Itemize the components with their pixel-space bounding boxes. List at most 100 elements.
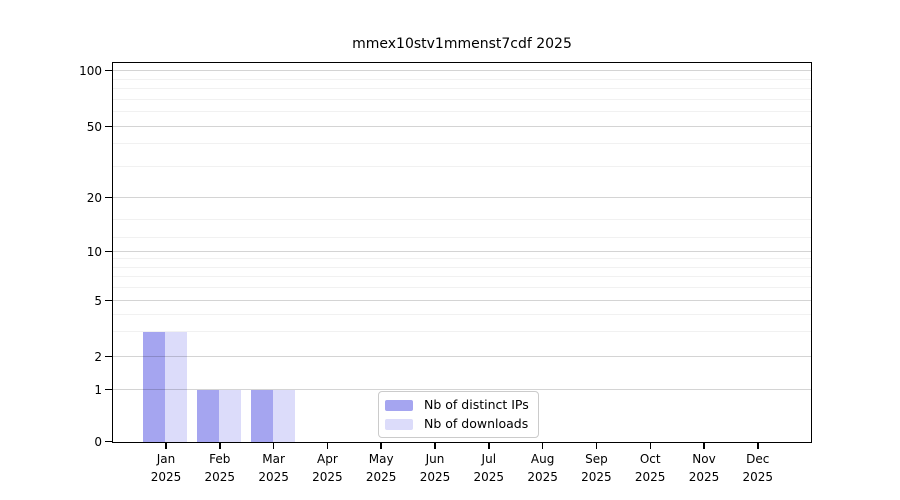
bar-downloads xyxy=(218,390,241,442)
x-tick-label: Apr 2025 xyxy=(295,451,359,486)
y-tick-mark xyxy=(105,125,112,128)
x-tick-year: 2025 xyxy=(742,469,774,484)
y-tick-mark xyxy=(105,69,112,72)
minor-gridline xyxy=(113,313,811,315)
major-gridline xyxy=(113,251,811,252)
minor-gridline xyxy=(113,236,811,238)
minor-gridline xyxy=(113,98,811,100)
x-tick-label: Sep 2025 xyxy=(564,451,628,486)
bar-downloads xyxy=(165,332,187,442)
x-tick-month: Aug xyxy=(530,452,555,466)
x-tick-label: Mar 2025 xyxy=(242,451,306,486)
x-tick-year: 2025 xyxy=(634,469,666,484)
y-tick-label: 1 xyxy=(94,382,102,397)
legend-item: Nb of distinct IPs xyxy=(385,398,529,412)
y-tick-mark xyxy=(105,440,112,443)
y-tick-mark xyxy=(105,388,112,391)
minor-gridline xyxy=(113,78,811,80)
x-tick-month: May xyxy=(368,452,394,466)
minor-gridline xyxy=(113,276,811,278)
x-tick-month: Oct xyxy=(639,452,661,466)
legend-label: Nb of distinct IPs xyxy=(424,397,529,412)
distinct-ips-swatch xyxy=(385,399,413,411)
y-tick-label: 20 xyxy=(86,190,102,205)
x-tick-year: 2025 xyxy=(527,469,558,484)
x-tick-label: Aug 2025 xyxy=(511,451,575,486)
x-tick-year: 2025 xyxy=(258,469,289,484)
x-tick-mark xyxy=(219,443,221,449)
major-gridline xyxy=(113,126,811,127)
minor-gridline xyxy=(113,266,811,268)
x-tick-month: Jan xyxy=(156,452,176,466)
x-tick-month: Jun xyxy=(425,452,445,466)
x-tick-year: 2025 xyxy=(473,469,505,484)
minor-gridline xyxy=(113,219,811,221)
x-tick-mark xyxy=(703,443,705,449)
x-tick-mark xyxy=(541,443,544,449)
x-tick-label: Jan 2025 xyxy=(134,451,198,486)
x-tick-mark xyxy=(380,443,382,449)
x-tick-year: 2025 xyxy=(312,469,343,484)
x-tick-mark xyxy=(272,443,275,449)
minor-gridline xyxy=(113,143,811,145)
x-tick-year: 2025 xyxy=(419,469,451,484)
bar-distinct-ips xyxy=(250,390,273,442)
x-tick-month: Jul xyxy=(481,452,497,466)
x-tick-month: Sep xyxy=(585,452,608,466)
y-tick-label: 50 xyxy=(86,119,102,134)
y-tick-mark xyxy=(105,196,112,199)
y-tick-label: 2 xyxy=(94,349,102,364)
x-tick-label: Jun 2025 xyxy=(403,451,467,486)
major-gridline xyxy=(113,70,811,71)
x-tick-month: Mar xyxy=(262,452,285,466)
x-tick-month: Nov xyxy=(692,452,716,466)
x-tick-mark xyxy=(595,443,598,449)
plot-area xyxy=(112,62,812,443)
downloads-swatch xyxy=(385,418,413,430)
bar-downloads xyxy=(272,390,295,442)
x-tick-year: 2025 xyxy=(365,469,397,484)
minor-gridline xyxy=(113,165,811,167)
x-tick-label: Nov 2025 xyxy=(672,451,736,486)
x-tick-label: May 2025 xyxy=(349,451,413,486)
minor-gridline xyxy=(113,88,811,89)
bar-distinct-ips xyxy=(196,390,219,442)
x-tick-mark xyxy=(326,443,329,449)
x-tick-mark xyxy=(649,443,651,449)
x-tick-year: 2025 xyxy=(150,469,182,484)
major-gridline xyxy=(113,389,811,390)
x-tick-year: 2025 xyxy=(204,469,236,484)
x-tick-month: Apr xyxy=(317,452,338,466)
x-tick-mark xyxy=(165,443,167,449)
x-tick-month: Dec xyxy=(746,452,770,466)
x-tick-year: 2025 xyxy=(688,469,720,484)
y-tick-label: 100 xyxy=(79,63,102,78)
x-tick-label: Jul 2025 xyxy=(457,451,521,486)
x-tick-month: Feb xyxy=(209,452,231,466)
y-tick-label: 5 xyxy=(94,293,102,308)
y-tick-mark xyxy=(105,299,112,302)
x-tick-year: 2025 xyxy=(581,469,612,484)
minor-gridline xyxy=(113,287,811,289)
minor-gridline xyxy=(113,331,811,333)
y-tick-label: 0 xyxy=(94,434,102,449)
major-gridline xyxy=(113,356,811,357)
chart-title: mmex10stv1mmenst7cdf 2025 xyxy=(352,36,572,52)
major-gridline xyxy=(113,300,811,301)
major-gridline xyxy=(113,197,811,198)
x-tick-mark xyxy=(434,443,436,449)
legend-item: Nb of downloads xyxy=(385,417,529,431)
x-tick-mark xyxy=(488,443,490,449)
legend-label: Nb of downloads xyxy=(424,416,529,431)
x-tick-label: Feb 2025 xyxy=(188,451,252,486)
minor-gridline xyxy=(113,111,811,113)
legend: Nb of distinct IPs Nb of downloads xyxy=(378,391,539,438)
minor-gridline xyxy=(113,258,811,260)
x-tick-label: Dec 2025 xyxy=(726,451,790,486)
x-tick-mark xyxy=(757,443,759,449)
bar-distinct-ips xyxy=(143,332,165,442)
y-tick-mark xyxy=(105,250,112,253)
y-tick-mark xyxy=(105,355,112,358)
y-tick-label: 10 xyxy=(86,244,102,259)
